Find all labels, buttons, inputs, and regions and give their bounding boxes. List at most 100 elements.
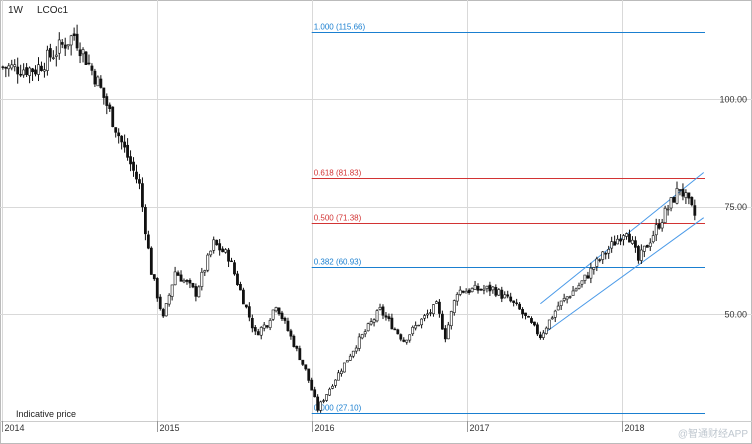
candle-body (34, 69, 37, 75)
candle (227, 247, 230, 268)
candle-body (571, 290, 575, 296)
candle-body (541, 332, 545, 338)
candle (631, 236, 634, 245)
candle (512, 300, 516, 307)
candle (271, 309, 275, 321)
candle (161, 307, 165, 318)
candle (619, 234, 622, 246)
candle-body (63, 44, 67, 49)
candle (669, 197, 673, 212)
candle-body (476, 285, 480, 291)
candle (479, 288, 483, 292)
candle (158, 294, 162, 311)
candle-body (562, 298, 566, 301)
candle-body (25, 67, 29, 75)
candle-body (114, 127, 118, 133)
fib-level-label: 1.000 (115.66) (314, 23, 366, 32)
candle (167, 293, 171, 307)
candle-body (429, 312, 432, 314)
candle (473, 280, 477, 290)
candle-body (402, 339, 406, 342)
candle (634, 236, 637, 253)
candle-body (509, 296, 513, 302)
candle (325, 394, 328, 402)
candle-body (648, 242, 652, 247)
candle (681, 183, 685, 201)
candle (224, 248, 227, 254)
candle (93, 68, 97, 87)
candle-body (87, 62, 91, 65)
watermark: @智通财经APP (677, 429, 748, 440)
candle (200, 267, 204, 291)
candle (253, 324, 257, 336)
symbol-label[interactable]: LCOc1 (37, 5, 69, 16)
candle (438, 299, 441, 318)
candle (262, 322, 266, 332)
candle-body (470, 288, 474, 293)
candle-body (556, 305, 560, 311)
candle (185, 279, 189, 285)
candle (488, 281, 492, 297)
candle (203, 269, 207, 277)
candle (239, 281, 242, 291)
candle (369, 318, 373, 326)
candle (622, 234, 625, 246)
candle-body (601, 251, 605, 260)
candle-body (580, 280, 584, 285)
candle-body (250, 317, 254, 329)
candle (562, 293, 566, 303)
candle (286, 317, 290, 332)
candle-body (345, 360, 349, 363)
candle (334, 379, 337, 388)
candle (274, 306, 278, 313)
interval-label[interactable]: 1W (8, 5, 23, 16)
candle-body (568, 296, 572, 298)
candle (31, 67, 34, 81)
candle-body (613, 241, 617, 246)
candle (601, 251, 605, 264)
candle (583, 274, 587, 284)
candle (66, 44, 70, 50)
candle (586, 271, 590, 279)
candle (319, 400, 323, 413)
candle (565, 296, 569, 304)
candle (43, 62, 46, 78)
candle (283, 316, 287, 324)
candle (96, 75, 100, 87)
candle (218, 238, 222, 256)
candle-body (357, 336, 361, 349)
candle-body (411, 326, 415, 335)
candle (197, 285, 201, 298)
candle (345, 360, 349, 363)
candle-body (500, 289, 504, 299)
candle (604, 251, 608, 260)
candle-body (497, 289, 501, 296)
fib-level-label: 0.000 (27.10) (314, 404, 362, 413)
candle (256, 328, 260, 336)
candle (405, 339, 409, 345)
candle (598, 258, 602, 263)
candle (176, 270, 180, 276)
candle (63, 37, 67, 57)
fibonacci-levels: 1.000 (115.66) 0.618 (81.83) 0.500 (71.38)… (311, 23, 705, 414)
candle-body (218, 243, 222, 251)
candle-body (512, 300, 516, 303)
candle (114, 127, 118, 138)
candle-body (595, 258, 599, 267)
candle (408, 334, 412, 343)
candle (307, 368, 311, 383)
candle-body (642, 245, 646, 252)
candle-body (405, 339, 409, 343)
candle-body (265, 325, 269, 328)
candle (372, 318, 376, 327)
candle (117, 128, 121, 144)
candle (485, 285, 489, 293)
candle-body (384, 315, 388, 318)
candle (57, 32, 61, 60)
candle (138, 173, 141, 190)
candle-body (360, 334, 364, 339)
candle-body (144, 207, 147, 235)
candle (304, 364, 308, 371)
candle (170, 284, 174, 301)
